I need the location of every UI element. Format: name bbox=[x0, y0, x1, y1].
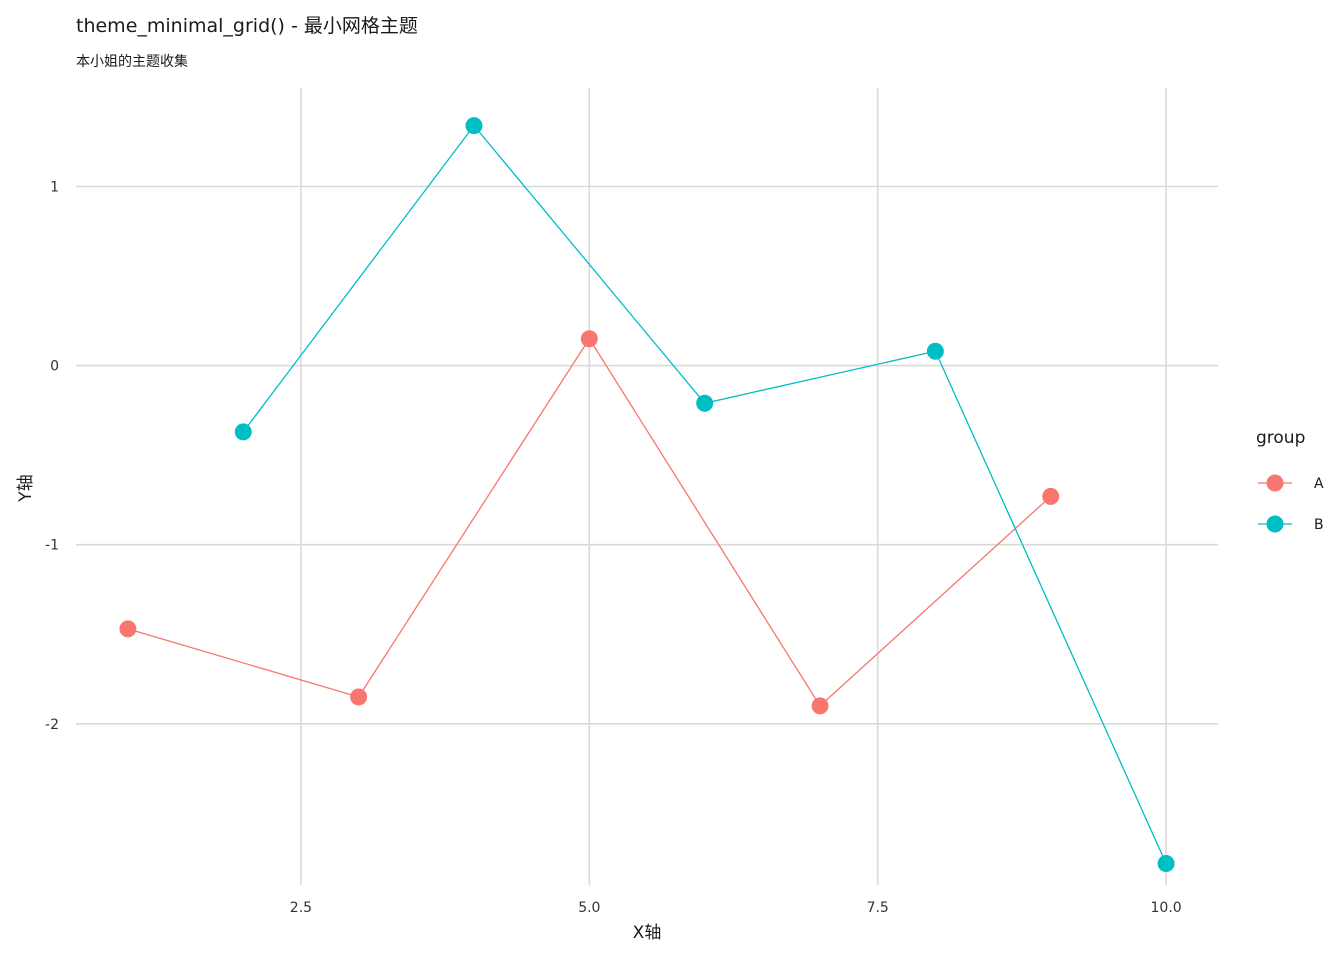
data-point-a bbox=[119, 620, 137, 638]
x-tick-label: 5.0 bbox=[578, 900, 600, 916]
data-point-b bbox=[696, 394, 714, 412]
x-tick-label: 2.5 bbox=[290, 900, 312, 916]
legend-label: B bbox=[1314, 517, 1324, 533]
data-point-b bbox=[465, 117, 483, 135]
series-line-b bbox=[242, 124, 1167, 864]
x-axis-title: X轴 bbox=[633, 923, 662, 943]
legend-item-a: A bbox=[1258, 474, 1324, 492]
legend: group AB bbox=[1256, 428, 1324, 533]
legend-items: AB bbox=[1258, 474, 1324, 533]
y-tick-label: -2 bbox=[45, 717, 59, 733]
data-point-b bbox=[234, 423, 252, 441]
y-tick-label: 1 bbox=[50, 180, 59, 196]
data-point-b bbox=[926, 342, 944, 360]
series-layer bbox=[119, 117, 1175, 873]
data-point-a bbox=[1042, 487, 1060, 505]
data-point-a bbox=[350, 688, 368, 706]
data-point-a bbox=[580, 330, 598, 348]
x-tick-label: 7.5 bbox=[867, 900, 889, 916]
data-point-a bbox=[811, 697, 829, 715]
y-axis-title: Y轴 bbox=[16, 474, 36, 502]
chart-subtitle: 本小姐的主题收集 bbox=[76, 53, 188, 70]
legend-label: A bbox=[1314, 476, 1324, 492]
grid-layer bbox=[76, 88, 1218, 885]
data-point-b bbox=[1157, 855, 1175, 873]
axis-layer: 2.5 5.0 7.5 10.0 -2 -1 0 1 bbox=[45, 180, 1182, 916]
chart-title: theme_minimal_grid() - 最小网格主题 bbox=[76, 15, 418, 37]
y-tick-label: -1 bbox=[45, 538, 59, 554]
legend-item-b: B bbox=[1258, 515, 1324, 533]
x-tick-label: 10.0 bbox=[1151, 900, 1182, 916]
legend-title: group bbox=[1256, 428, 1305, 448]
legend-key-point bbox=[1266, 474, 1284, 492]
y-tick-label: 0 bbox=[50, 359, 59, 375]
legend-key-point bbox=[1266, 515, 1284, 533]
